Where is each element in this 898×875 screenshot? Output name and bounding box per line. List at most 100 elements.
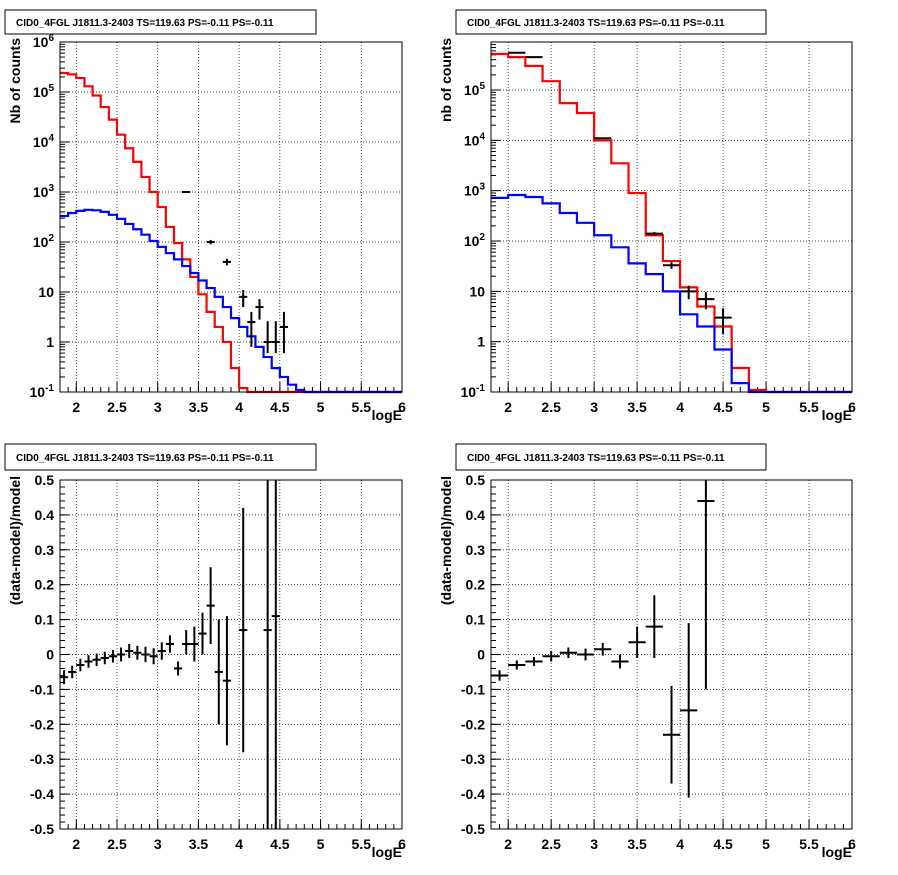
y-tick-label: 0.2 bbox=[466, 577, 486, 593]
data-point bbox=[697, 292, 715, 310]
histogram-series-1 bbox=[60, 71, 402, 394]
data-point bbox=[662, 685, 681, 784]
data-point bbox=[491, 670, 509, 681]
y-tick-label: 0.5 bbox=[35, 472, 55, 488]
x-axis-label: logE bbox=[822, 407, 852, 423]
data-point bbox=[198, 612, 207, 655]
data-point bbox=[559, 647, 577, 658]
data-point bbox=[628, 626, 646, 658]
data-point bbox=[108, 649, 117, 663]
x-tick-label: 5 bbox=[317, 836, 325, 852]
y-tick-exponent: 2 bbox=[479, 232, 485, 243]
plot-frame bbox=[59, 41, 403, 393]
x-tick-label: 5 bbox=[762, 836, 770, 852]
data-point bbox=[206, 567, 215, 645]
data-point bbox=[271, 321, 280, 354]
title-box bbox=[4, 443, 317, 471]
y-tick-exponent: 6 bbox=[48, 33, 54, 44]
y-tick-exponent: 5 bbox=[48, 83, 54, 94]
data-point bbox=[279, 311, 288, 354]
x-tick-label: 6 bbox=[398, 836, 406, 852]
y-axis-label: Nb of counts bbox=[7, 38, 23, 124]
data-point bbox=[117, 647, 126, 662]
data-point bbox=[239, 507, 248, 753]
x-tick-label: 3.5 bbox=[189, 836, 209, 852]
y-tick-label: 10-1 bbox=[30, 383, 55, 400]
y-tick-base: 10 bbox=[461, 384, 477, 400]
data-point bbox=[611, 654, 629, 669]
y-tick-label: 0.4 bbox=[35, 507, 55, 523]
x-tick-label: 5.5 bbox=[799, 836, 819, 852]
y-tick-label: 10 bbox=[469, 283, 485, 299]
x-tick-label: 3 bbox=[154, 836, 162, 852]
y-tick-base: 10 bbox=[464, 82, 480, 98]
y-tick-exponent: 2 bbox=[48, 233, 54, 244]
data-point bbox=[271, 480, 280, 829]
y-tick-label: 105 bbox=[464, 81, 486, 98]
y-tick-label: -0.2 bbox=[30, 716, 54, 732]
data-point bbox=[133, 645, 142, 660]
data-point bbox=[645, 231, 663, 236]
x-axis-label: logE bbox=[372, 844, 402, 860]
x-tick-label: 4 bbox=[235, 399, 243, 415]
x-tick-label: 2 bbox=[504, 399, 512, 415]
y-tick-exponent: 4 bbox=[479, 131, 485, 142]
x-tick-label: 3.5 bbox=[627, 399, 647, 415]
data-point bbox=[542, 651, 560, 662]
data-point bbox=[141, 646, 150, 663]
y-tick-label: 0.1 bbox=[466, 612, 486, 628]
data-point bbox=[157, 642, 166, 660]
x-tick-label: 3 bbox=[590, 836, 598, 852]
x-tick-label: 2 bbox=[504, 836, 512, 852]
y-tick-label: 0.4 bbox=[466, 507, 486, 523]
x-tick-label: 4.5 bbox=[270, 399, 290, 415]
chart-title: CID0_4FGL J1811.3-2403 TS=119.63 PS=-0.1… bbox=[16, 453, 274, 464]
y-tick-label: 102 bbox=[464, 232, 486, 249]
x-axis-label: logE bbox=[822, 844, 852, 860]
y-tick-exponent: -1 bbox=[45, 383, 54, 394]
x-tick-label: 2.5 bbox=[107, 399, 127, 415]
y-tick-exponent: 4 bbox=[48, 133, 54, 144]
x-axis-label: logE bbox=[372, 407, 402, 423]
data-point bbox=[263, 321, 272, 354]
data-point bbox=[508, 51, 526, 54]
chart-panel-2: CID0_4FGL J1811.3-2403 TS=119.63 PS=-0.1… bbox=[438, 9, 856, 423]
y-tick-label: 104 bbox=[33, 133, 55, 150]
y-tick-base: 10 bbox=[33, 234, 49, 250]
x-tick-label: 4.5 bbox=[713, 399, 733, 415]
plot-frame bbox=[490, 479, 853, 830]
data-point bbox=[182, 191, 191, 193]
chart-panel-3: CID0_4FGL J1811.3-2403 TS=119.63 PS=-0.1… bbox=[4, 443, 406, 860]
y-tick-label: 0.3 bbox=[35, 542, 55, 558]
x-tick-label: 5.5 bbox=[799, 399, 819, 415]
y-tick-label: -0.4 bbox=[30, 786, 54, 802]
x-tick-label: 5.5 bbox=[352, 836, 372, 852]
y-tick-label: 103 bbox=[464, 182, 486, 199]
y-tick-exponent: 5 bbox=[479, 81, 485, 92]
y-tick-base: 10 bbox=[33, 34, 49, 50]
data-point bbox=[576, 648, 595, 661]
chart-title: CID0_4FGL J1811.3-2403 TS=119.63 PS=-0.1… bbox=[16, 18, 274, 29]
data-point bbox=[100, 651, 109, 665]
y-tick-label: 103 bbox=[33, 183, 55, 200]
y-tick-base: 10 bbox=[464, 132, 480, 148]
data-point bbox=[60, 670, 69, 685]
x-tick-label: 4.5 bbox=[713, 836, 733, 852]
data-point bbox=[714, 308, 732, 335]
y-tick-label: 0.3 bbox=[466, 542, 486, 558]
title-box bbox=[455, 443, 767, 471]
y-tick-label: -0.3 bbox=[461, 751, 485, 767]
y-tick-label: -0.1 bbox=[461, 681, 485, 697]
data-point bbox=[92, 653, 101, 667]
data-point bbox=[182, 630, 191, 655]
data-point bbox=[247, 311, 256, 347]
chart-title: CID0_4FGL J1811.3-2403 TS=119.63 PS=-0.1… bbox=[467, 18, 725, 29]
y-tick-base: 10 bbox=[30, 384, 46, 400]
data-point bbox=[68, 665, 77, 679]
x-tick-label: 5 bbox=[762, 399, 770, 415]
y-tick-base: 10 bbox=[464, 233, 480, 249]
y-tick-base: 10 bbox=[33, 134, 49, 150]
x-tick-label: 2.5 bbox=[107, 836, 127, 852]
x-tick-label: 4 bbox=[676, 836, 684, 852]
